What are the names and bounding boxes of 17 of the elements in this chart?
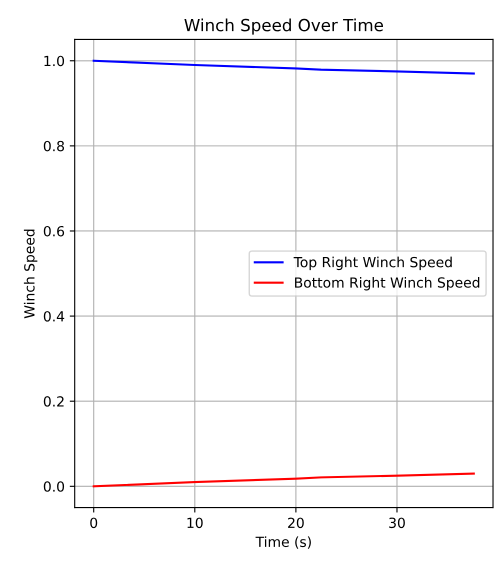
chart-title: Winch Speed Over Time [184, 18, 383, 35]
line-series [92, 60, 475, 75]
y-tick-label: 0.0 [44, 481, 64, 492]
legend-label: Bottom Right Winch Speed [295, 277, 480, 290]
line-series [92, 472, 475, 488]
y-tick-label: 0.8 [44, 140, 64, 152]
x-tick-label: 10 [187, 518, 203, 528]
x-tick-label: 0 [90, 518, 98, 528]
y-tick-label: 0.6 [44, 226, 64, 236]
y-tick-label: 0.2 [44, 396, 64, 407]
legend-label: Top Right Winch Speed [294, 256, 452, 270]
x-tick-label: 20 [288, 518, 304, 528]
y-tick-label: 0.4 [44, 311, 64, 322]
y-axis-title: Winch Speed [24, 230, 38, 318]
x-axis-title: Time (s) [256, 536, 311, 549]
y-tick-label: 1.0 [44, 56, 64, 66]
x-tick-label: 30 [389, 518, 405, 528]
